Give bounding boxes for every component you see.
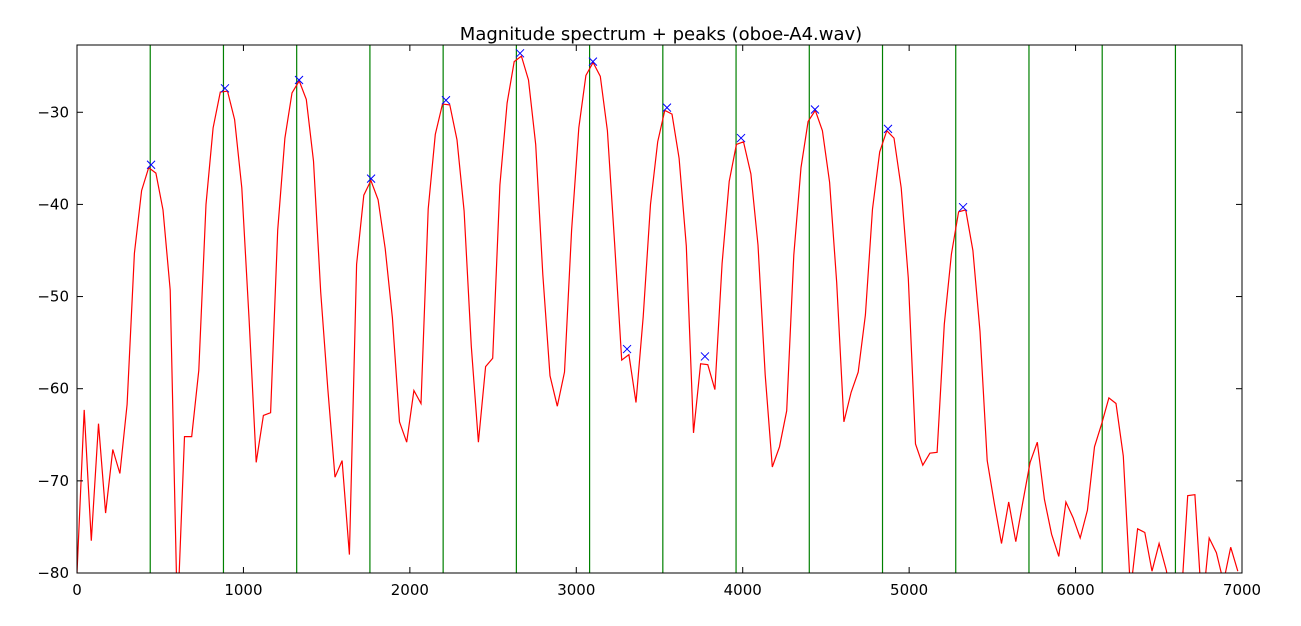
peak-marker (622, 344, 632, 354)
y-tick-label: −70 (37, 472, 69, 490)
peak-marker (588, 57, 598, 66)
peak-marker (700, 352, 710, 361)
peak-marker (883, 124, 893, 134)
peak-marker (810, 105, 820, 114)
x-tick-label: 0 (72, 581, 82, 599)
x-tick-label: 3000 (557, 581, 595, 599)
peak-marker (736, 133, 746, 143)
y-tick-label: −80 (37, 564, 69, 582)
x-tick-label: 5000 (890, 581, 928, 599)
plot-frame (76, 44, 1243, 574)
y-tick-label: −60 (37, 380, 69, 398)
peak-marker (146, 160, 156, 170)
peak-marker (366, 174, 376, 183)
peak-marker (294, 75, 304, 85)
x-tick-label: 1000 (224, 581, 262, 599)
y-tick-label: −30 (37, 103, 69, 121)
x-tick-label: 6000 (1056, 581, 1094, 599)
plot-area (77, 45, 1239, 573)
peak-marker (958, 202, 968, 212)
x-tick-label: 4000 (724, 581, 762, 599)
y-tick-label: −40 (37, 195, 69, 213)
peak-marker (662, 103, 672, 113)
peak-marker (441, 95, 451, 105)
x-tick-label: 2000 (391, 581, 429, 599)
spectrum-line (77, 55, 1239, 573)
y-tick-label: −50 (37, 288, 69, 306)
chart-title: Magnitude spectrum + peaks (oboe-A4.wav) (460, 24, 862, 45)
peak-marker (515, 48, 525, 58)
x-tick-label: 7000 (1223, 581, 1261, 599)
peak-marker (220, 83, 230, 93)
